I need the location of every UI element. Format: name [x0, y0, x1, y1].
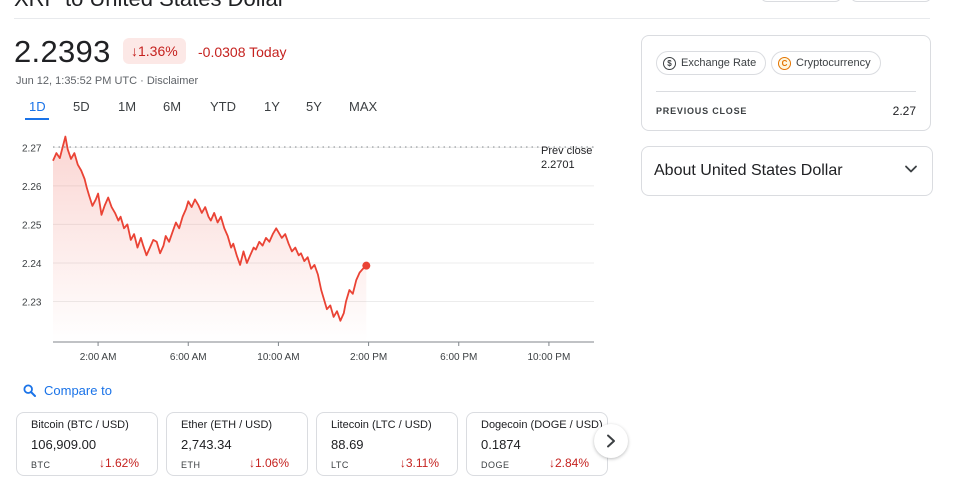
- prev-close-label: Prev close: [541, 145, 592, 157]
- price-area-fill: [53, 136, 367, 342]
- timestamp-disclaimer[interactable]: Jun 12, 1:35:52 PM UTC · Disclaimer: [16, 75, 199, 87]
- compare-to-link[interactable]: Compare to: [23, 383, 112, 398]
- tab-ytd[interactable]: YTD: [210, 99, 236, 114]
- compare-card-btc[interactable]: Bitcoin (BTC / USD) 106,909.00 BTC ↓1.62…: [16, 412, 158, 476]
- tab-1y[interactable]: 1Y: [264, 99, 280, 114]
- about-usd-expander[interactable]: About United States Dollar: [641, 146, 933, 196]
- info-panel: $ Exchange Rate C Cryptocurrency PREVIOU…: [641, 35, 931, 131]
- card-name: Bitcoin (BTC / USD): [31, 419, 129, 431]
- tab-6m[interactable]: 6M: [163, 99, 182, 114]
- card-value: 106,909.00: [31, 437, 97, 452]
- change-amount: -0.0308 Today: [198, 44, 287, 60]
- card-change: ↓2.84%: [548, 456, 589, 470]
- chip-cryptocurrency[interactable]: C Cryptocurrency: [771, 51, 881, 75]
- panel-divider: [656, 91, 916, 92]
- next-cards-button[interactable]: [594, 424, 628, 458]
- search-icon: [23, 384, 36, 397]
- card-symbol: LTC: [331, 460, 349, 470]
- price-chart[interactable]: 2.27 2.26 2.25 2.24 2.23 2:00 AM 6:00 AM 10:00…: [0, 130, 610, 370]
- card-value: 2,743.34: [181, 437, 232, 452]
- y-tick-label: 2.26: [22, 182, 42, 193]
- chevron-right-icon: [607, 434, 615, 448]
- top-button-1[interactable]: [760, 0, 842, 2]
- y-tick-label: 2.24: [22, 259, 42, 270]
- card-change: ↓1.62%: [98, 456, 139, 470]
- tab-1d[interactable]: 1D: [29, 99, 46, 114]
- page-title: XRP to United States Dollar: [14, 0, 285, 12]
- card-symbol: DOGE: [481, 460, 510, 470]
- compare-to-label: Compare to: [44, 383, 112, 398]
- current-price-dot: [362, 261, 371, 270]
- prev-close-value: 2.2701: [541, 159, 575, 171]
- chip-label: Exchange Rate: [681, 57, 757, 69]
- tab-5d[interactable]: 5D: [73, 99, 90, 114]
- x-tick-label: 10:00 AM: [257, 352, 299, 363]
- chevron-down-icon: [905, 165, 917, 173]
- card-value: 88.69: [331, 437, 364, 452]
- previous-close-value: 2.27: [892, 104, 916, 118]
- x-tick-label: 2:00 AM: [80, 352, 117, 363]
- y-tick-label: 2.23: [22, 298, 42, 309]
- current-price: 2.2393: [14, 34, 111, 69]
- x-tick-label: 2:00 PM: [350, 352, 387, 363]
- compare-card-ltc[interactable]: Litecoin (LTC / USD) 88.69 LTC ↓3.11%: [316, 412, 458, 476]
- card-symbol: BTC: [31, 460, 51, 470]
- card-change: ↓3.11%: [399, 456, 439, 470]
- chip-label: Cryptocurrency: [796, 57, 871, 69]
- x-tick-label: 6:00 AM: [170, 352, 207, 363]
- price-line: [52, 135, 367, 322]
- compare-card-doge[interactable]: Dogecoin (DOGE / USD) 0.1874 DOGE ↓2.84%: [466, 412, 608, 476]
- tab-5y[interactable]: 5Y: [306, 99, 322, 114]
- compare-card-eth[interactable]: Ether (ETH / USD) 2,743.34 ETH ↓1.06%: [166, 412, 308, 476]
- card-value: 0.1874: [481, 437, 521, 452]
- crypto-coin-icon: C: [778, 56, 791, 70]
- header-divider: [14, 18, 930, 19]
- x-tick-label: 10:00 PM: [528, 352, 571, 363]
- change-percent-badge: ↓1.36%: [123, 38, 186, 64]
- active-tab-indicator: [25, 118, 49, 120]
- card-name: Ether (ETH / USD): [181, 419, 273, 431]
- previous-close-label: PREVIOUS CLOSE: [656, 106, 748, 116]
- card-name: Dogecoin (DOGE / USD): [481, 419, 603, 431]
- about-label: About United States Dollar: [654, 162, 843, 179]
- tab-max[interactable]: MAX: [349, 99, 378, 114]
- tab-1m[interactable]: 1M: [118, 99, 137, 114]
- card-change: ↓1.06%: [248, 456, 289, 470]
- card-name: Litecoin (LTC / USD): [331, 419, 432, 431]
- top-button-2[interactable]: [850, 0, 932, 2]
- card-symbol: ETH: [181, 460, 201, 470]
- chip-exchange-rate[interactable]: $ Exchange Rate: [656, 51, 767, 75]
- dollar-coin-icon: $: [663, 56, 676, 70]
- y-tick-label: 2.25: [22, 220, 42, 231]
- x-tick-label: 6:00 PM: [440, 352, 477, 363]
- y-tick-label: 2.27: [22, 143, 42, 154]
